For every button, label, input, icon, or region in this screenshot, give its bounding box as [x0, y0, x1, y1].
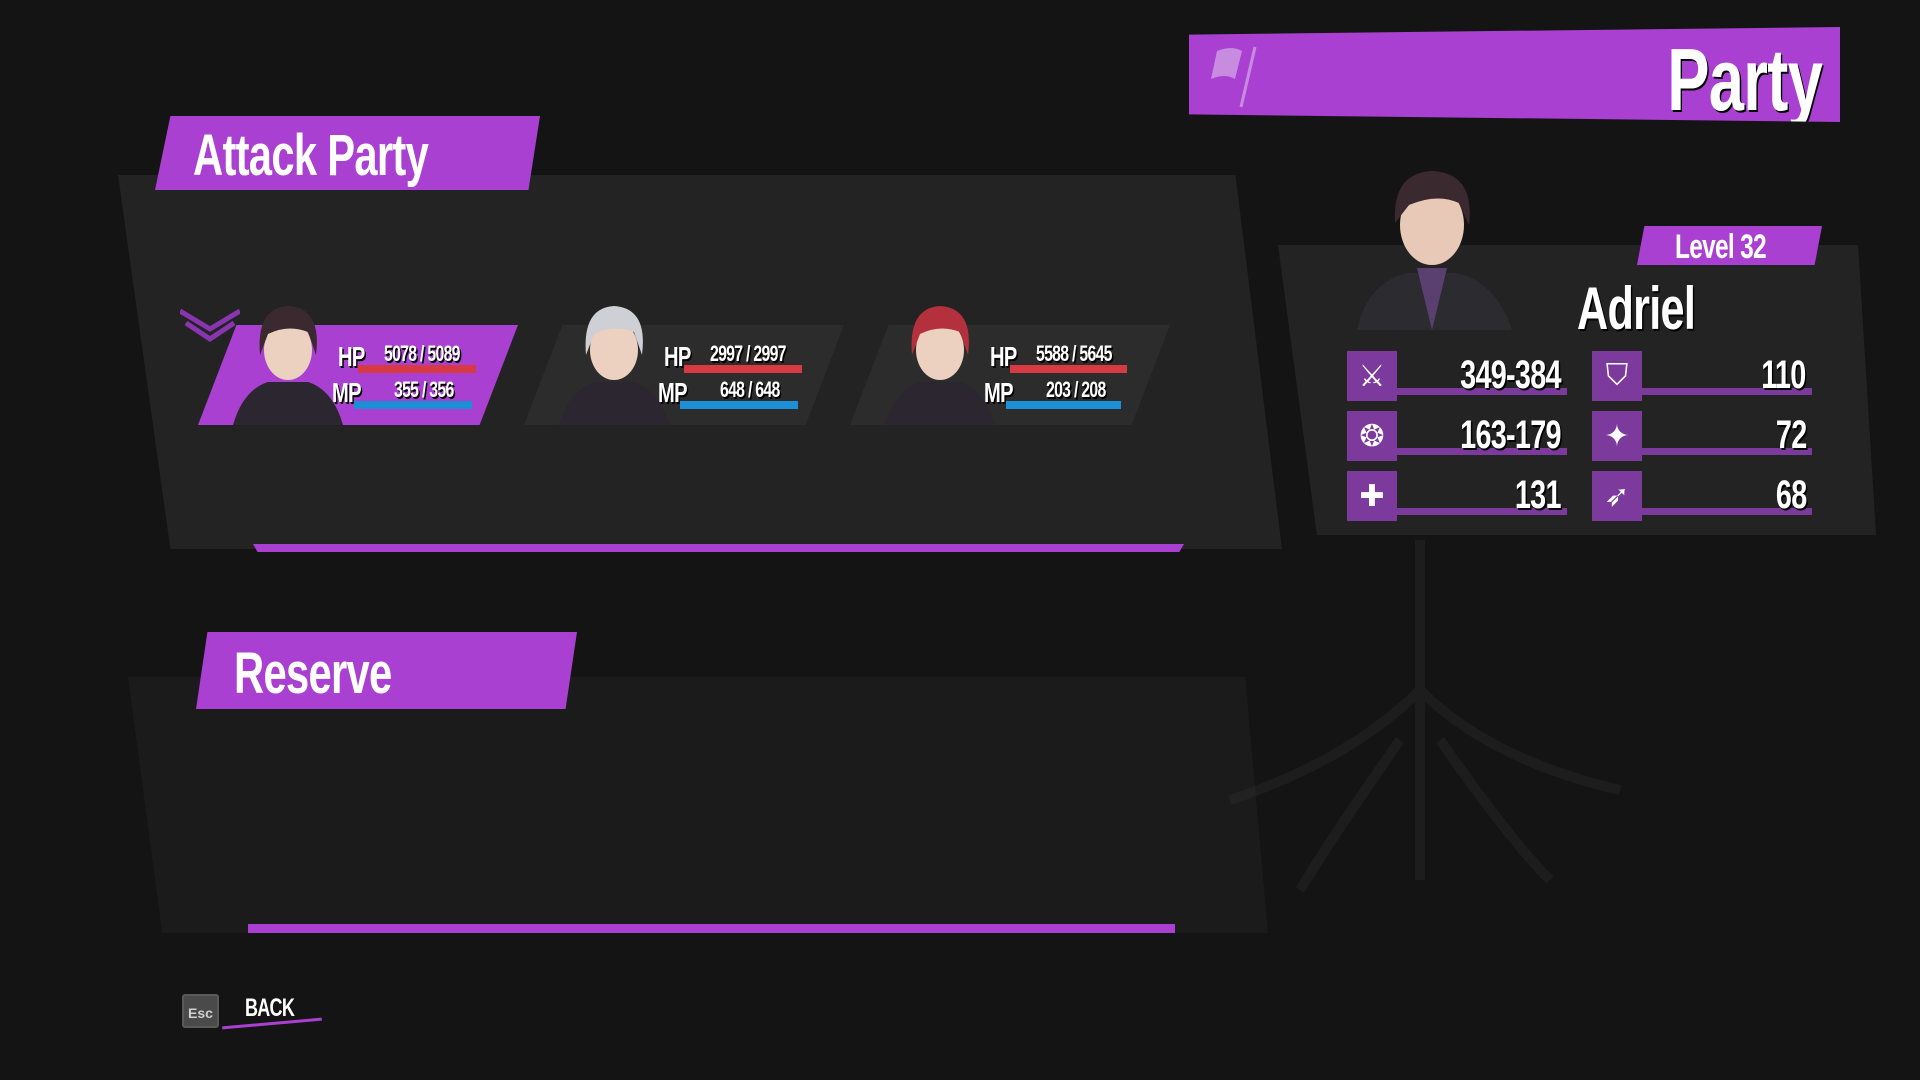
reserve-underline — [248, 924, 1175, 933]
back-label: BACK — [245, 994, 295, 1022]
reserve-label: Reserve — [196, 632, 577, 709]
reserve-title: Reserve — [234, 641, 392, 706]
stat-value: 110 — [1761, 353, 1807, 397]
defense-icon: ⛉ — [1592, 351, 1642, 401]
stat-row: ⛉ 110 — [1592, 351, 1812, 401]
esc-key-icon: Esc — [182, 994, 219, 1028]
member-portrait — [233, 306, 343, 425]
hp-value: 5588 / 5645 — [1036, 341, 1112, 366]
agility-icon: ➶ — [1592, 471, 1642, 521]
stat-value: 68 — [1775, 473, 1806, 517]
magic-attack-icon: ❂ — [1347, 411, 1397, 461]
member-portrait — [559, 306, 669, 425]
back-button[interactable]: Esc BACK — [182, 994, 362, 1030]
mp-bar — [354, 401, 472, 409]
stat-value: 163-179 — [1460, 413, 1561, 457]
stat-value: 72 — [1775, 413, 1806, 457]
stat-underline — [1632, 448, 1812, 455]
stat-underline — [1387, 388, 1567, 395]
hp-bar — [684, 365, 802, 373]
hp-bar — [358, 365, 476, 373]
tree-roots-decoration — [1228, 540, 1622, 893]
mp-value: 648 / 648 — [720, 377, 780, 402]
mp-bar — [1006, 401, 1122, 409]
stat-underline — [1632, 388, 1812, 395]
mp-value: 355 / 356 — [394, 377, 454, 402]
mp-bar — [680, 401, 798, 409]
level-text: Level 32 — [1675, 228, 1767, 266]
attack-party-underline — [253, 544, 1184, 552]
stat-underline — [1387, 448, 1567, 455]
reserve-panel — [128, 677, 1268, 933]
stat-row: ❂ 163-179 — [1347, 411, 1567, 461]
character-portrait — [1357, 171, 1512, 330]
stat-value: 349-384 — [1460, 353, 1561, 397]
stat-row: ✦ 72 — [1592, 411, 1812, 461]
hp-bar — [1010, 365, 1127, 373]
magic-defense-icon: ✦ — [1592, 411, 1642, 461]
flag-icon — [1211, 46, 1257, 108]
hp-value: 2997 / 2997 — [710, 341, 786, 366]
level-badge: Level 32 — [1637, 226, 1822, 265]
stat-underline — [1387, 508, 1567, 515]
stat-row: ✚ 131 — [1347, 471, 1567, 521]
character-name: Adriel — [1577, 275, 1696, 342]
hp-value: 5078 / 5089 — [384, 341, 460, 366]
critical-icon: ✚ — [1347, 471, 1397, 521]
member-portrait — [885, 306, 995, 425]
stat-underline — [1632, 508, 1812, 515]
stat-value: 131 — [1515, 473, 1562, 517]
attack-icon: ⚔ — [1347, 351, 1397, 401]
page-title: Party — [1667, 30, 1823, 129]
attack-party-label: Attack Party — [155, 116, 540, 190]
party-member-card[interactable]: HP 2997 / 2997 MP 648 / 648 — [524, 306, 844, 425]
mp-value: 203 / 208 — [1046, 377, 1106, 402]
page-header: Party — [1189, 27, 1840, 122]
selected-chevron-icon — [180, 308, 240, 343]
stat-row: ⚔ 349-384 — [1347, 351, 1567, 401]
attack-party-title: Attack Party — [193, 123, 429, 188]
party-member-card[interactable]: HP 5078 / 5089 MP 355 / 356 — [180, 306, 518, 425]
stat-row: ➶ 68 — [1592, 471, 1812, 521]
party-member-card[interactable]: HP 5588 / 5645 MP 203 / 208 — [850, 306, 1170, 425]
